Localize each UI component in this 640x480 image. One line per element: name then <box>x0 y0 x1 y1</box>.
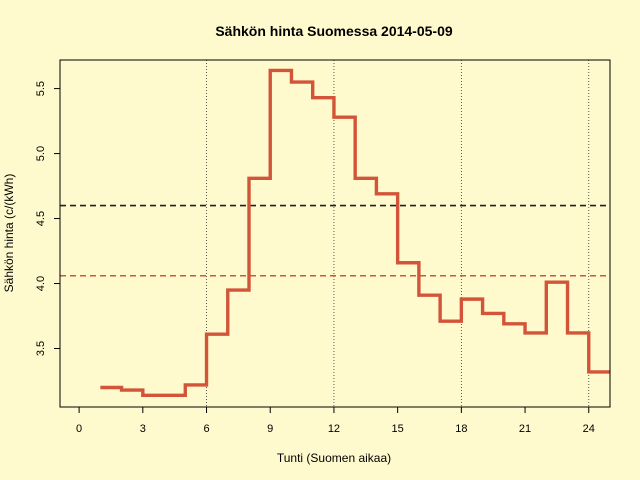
x-tick-label: 6 <box>203 423 209 435</box>
x-axis: 0 3 6 9 12 15 18 21 24 <box>76 406 595 435</box>
x-tick-label: 15 <box>392 423 404 435</box>
x-tick-label: 18 <box>455 423 467 435</box>
y-tick-label: 4.5 <box>35 211 47 226</box>
y-tick-label: 4.0 <box>35 276 47 291</box>
x-tick-label: 12 <box>328 423 340 435</box>
y-axis-label: Sähkön hinta (c/(kWh) <box>2 174 16 293</box>
x-tick-label: 0 <box>76 423 82 435</box>
x-tick-label: 24 <box>583 423 595 435</box>
y-tick-label: 3.5 <box>35 341 47 356</box>
reference-lines <box>60 204 610 277</box>
x-tick-label: 21 <box>519 423 531 435</box>
series-layer <box>100 68 610 398</box>
x-axis-label: Tunti (Suomen aikaa) <box>277 451 391 465</box>
x-tick-label: 9 <box>267 423 273 435</box>
chart-title: Sähkön hinta Suomessa 2014-05-09 <box>215 23 453 39</box>
y-tick-label: 5.0 <box>35 146 47 161</box>
x-tick-label: 3 <box>140 423 146 435</box>
price-step-line <box>100 68 610 398</box>
y-tick-label: 5.5 <box>35 81 47 96</box>
y-axis: 3.5 4.0 4.5 5.0 5.5 <box>35 81 61 356</box>
